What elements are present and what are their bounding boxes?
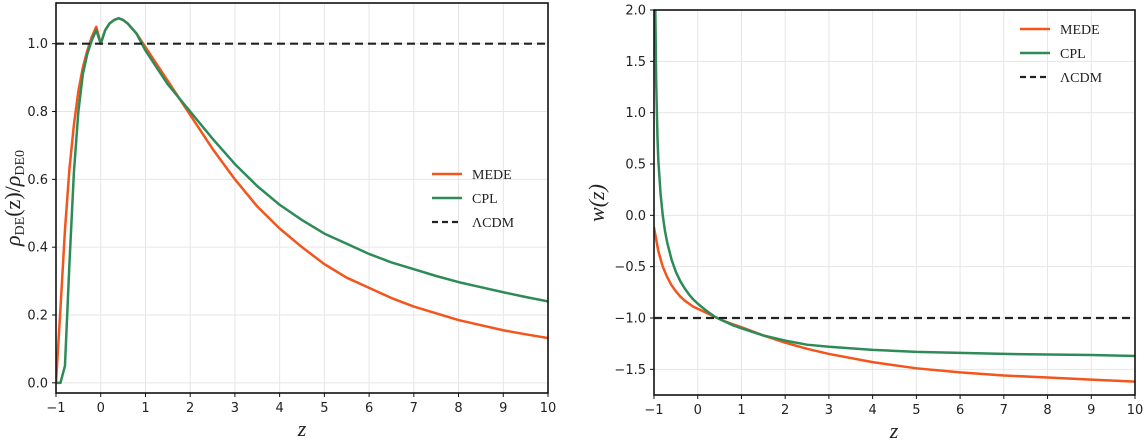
x-tick-label: 6 bbox=[365, 401, 373, 416]
x-tick-label: 6 bbox=[956, 403, 964, 418]
tick-labels: −1 0 1 2 3 4 5 6 7 8 9 10 0.0 0.2 0.4 0.6 0.8 1.0 bbox=[27, 37, 556, 416]
y-tick-label: 0.0 bbox=[625, 209, 646, 224]
y-axis-label: ρDE(z)/ρDE0 bbox=[0, 150, 28, 247]
x-tick-label: −1 bbox=[644, 403, 663, 418]
legend-label-lcdm: ΛCDM bbox=[472, 216, 515, 231]
y-tick-label: 0.8 bbox=[27, 105, 48, 120]
legend-label-cpl: CPL bbox=[1060, 47, 1086, 62]
x-tick-label: 5 bbox=[912, 403, 920, 418]
y-label-sub-de: DE bbox=[13, 217, 28, 236]
x-tick-label: 3 bbox=[825, 403, 833, 418]
legend: MEDE CPL ΛCDM bbox=[1020, 23, 1103, 86]
y-tick-label: 0.5 bbox=[625, 158, 646, 173]
legend-label-mede: MEDE bbox=[472, 168, 512, 183]
legend: MEDE CPL ΛCDM bbox=[432, 168, 515, 231]
x-tick-label: 8 bbox=[1043, 403, 1051, 418]
y-tick-label: 0.6 bbox=[27, 173, 48, 188]
x-axis-label: z bbox=[297, 416, 307, 441]
series-cpl-line bbox=[56, 17, 548, 385]
x-tick-label: 4 bbox=[868, 403, 876, 418]
x-tick-label: 9 bbox=[1087, 403, 1095, 418]
legend-label-mede: MEDE bbox=[1060, 23, 1100, 38]
y-tick-label: 0.4 bbox=[27, 241, 48, 256]
x-tick-label: 0 bbox=[97, 401, 105, 416]
series-mede-line bbox=[56, 17, 548, 385]
y-tick-label: 2.0 bbox=[625, 4, 646, 19]
y-tick-label: −1.0 bbox=[614, 312, 646, 327]
series-cpl-line bbox=[654, 10, 1135, 358]
x-tick-label: 9 bbox=[499, 401, 507, 416]
x-tick-label: 3 bbox=[231, 401, 239, 416]
x-tick-label: 10 bbox=[540, 401, 557, 416]
x-axis-label: z bbox=[889, 418, 899, 443]
x-tick-label: 2 bbox=[781, 403, 789, 418]
y-label-rho: ρ bbox=[0, 235, 25, 247]
plot-frame bbox=[653, 9, 1136, 396]
panel-equation-of-state: −1 0 1 2 3 4 5 6 7 8 9 10 −1.5 −1.0 −0.5 0.0 0.5 1.0 1.5 2.… bbox=[584, 4, 1143, 443]
x-tick-label: 7 bbox=[410, 401, 418, 416]
grid bbox=[653, 9, 1136, 395]
y-tick-label: 1.0 bbox=[27, 37, 48, 52]
tick-labels: −1 0 1 2 3 4 5 6 7 8 9 10 −1.5 −1.0 −0.5 0.0 0.5 1.0 1.5 2.… bbox=[614, 4, 1143, 419]
y-tick-label: 1.0 bbox=[625, 106, 646, 121]
x-tick-label: 4 bbox=[275, 401, 283, 416]
x-tick-label: 1 bbox=[737, 403, 745, 418]
series-mede-line bbox=[654, 226, 1135, 383]
y-label-sub-de0: DE0 bbox=[13, 150, 28, 176]
y-tick-label: −0.5 bbox=[614, 260, 646, 275]
x-tick-label: 1 bbox=[141, 401, 149, 416]
x-tick-label: 7 bbox=[1000, 403, 1008, 418]
x-tick-label: 2 bbox=[186, 401, 194, 416]
legend-label-cpl: CPL bbox=[472, 192, 498, 207]
y-tick-label: −1.5 bbox=[614, 363, 646, 378]
x-tick-label: 8 bbox=[454, 401, 462, 416]
x-tick-label: −1 bbox=[46, 401, 65, 416]
y-label-mid: (z)/ bbox=[0, 185, 25, 216]
x-tick-label: 10 bbox=[1127, 403, 1144, 418]
y-tick-label: 1.5 bbox=[625, 55, 646, 70]
series-layer bbox=[654, 10, 1135, 383]
y-tick-label: 0.2 bbox=[27, 309, 48, 324]
x-tick-label: 5 bbox=[320, 401, 328, 416]
y-tick-label: 0.0 bbox=[27, 376, 48, 391]
x-tick-label: 0 bbox=[694, 403, 702, 418]
panel-density-ratio: −1 0 1 2 3 4 5 6 7 8 9 100.00.20.40.60.81.0 z ρDE(z… bbox=[0, 2, 556, 441]
y-label-rho0: ρ bbox=[0, 176, 25, 188]
plot-frame bbox=[55, 2, 549, 394]
legend-label-lcdm: ΛCDM bbox=[1060, 71, 1103, 86]
y-axis-label: w(z) bbox=[584, 184, 609, 222]
series-layer bbox=[56, 17, 548, 385]
